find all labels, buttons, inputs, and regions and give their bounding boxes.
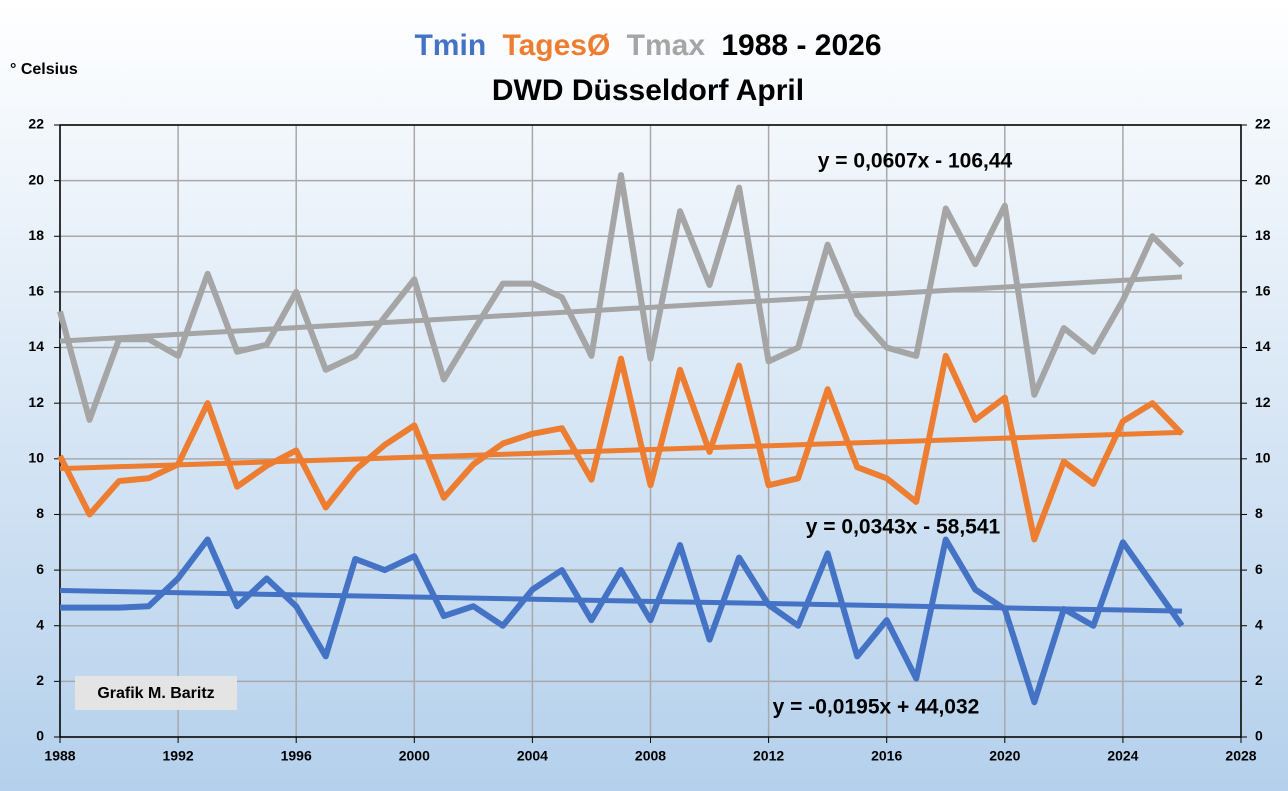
series-line — [57, 352, 1185, 543]
x-tick-label: 2008 — [635, 748, 666, 764]
y2-tick-label: 18 — [1255, 227, 1271, 243]
x-tick-label: 2028 — [1225, 748, 1256, 764]
y2-tick-label: 20 — [1255, 171, 1271, 187]
y-tick-label: 2 — [36, 672, 44, 688]
y2-tick-label: 12 — [1255, 394, 1271, 410]
x-tick-label: 1992 — [163, 748, 194, 764]
y2-tick-label: 8 — [1255, 505, 1263, 521]
x-tick-label: 2020 — [989, 748, 1020, 764]
y2-tick-label: 22 — [1255, 116, 1271, 132]
series-line — [57, 172, 1185, 423]
x-tick-label: 1988 — [44, 748, 75, 764]
x-tick-label: 2016 — [871, 748, 902, 764]
trend-line — [59, 429, 1183, 472]
plot-border — [59, 124, 1242, 738]
y-tick-label: 0 — [36, 728, 44, 744]
trend-label: y = -0,0195x + 44,032 — [773, 696, 980, 719]
y2-tick-label: 0 — [1255, 728, 1263, 744]
y-tick-label: 14 — [28, 338, 44, 354]
y2-tick-label: 4 — [1255, 616, 1263, 632]
y2-tick-label: 14 — [1255, 338, 1271, 354]
y2-tick-label: 16 — [1255, 283, 1271, 299]
y-tick-label: 4 — [36, 616, 44, 632]
series-line — [60, 536, 1185, 706]
trend-label: y = 0,0343x - 58,541 — [806, 516, 1001, 539]
x-tick-label: 2004 — [517, 748, 548, 764]
x-tick-label: 2024 — [1107, 748, 1138, 764]
trend-label: y = 0,0607x - 106,44 — [818, 150, 1013, 173]
y2-tick-label: 10 — [1255, 450, 1271, 466]
legend-entry: Tmin — [414, 29, 486, 62]
y-tick-label: 20 — [28, 171, 44, 187]
y2-tick-label: 6 — [1255, 561, 1263, 577]
y-tick-label: 12 — [28, 394, 44, 410]
annotation-box — [75, 676, 237, 710]
title-text: 1988 - 2026 — [721, 29, 881, 62]
y-axis-label: ° Celsius — [10, 61, 78, 78]
y-tick-label: 22 — [28, 116, 44, 132]
y-tick-label: 6 — [36, 561, 44, 577]
trend-line — [59, 274, 1183, 344]
y-tick-label: 8 — [36, 505, 44, 521]
x-tick-label: 2000 — [399, 748, 430, 764]
chart-title: Tmin TagesØ Tmax 1988 - 2026 — [414, 29, 881, 62]
y2-tick-label: 2 — [1255, 672, 1263, 688]
y-tick-label: 10 — [28, 450, 44, 466]
y-tick-label: 18 — [28, 227, 44, 243]
y-tick-label: 16 — [28, 283, 44, 299]
x-tick-label: 2012 — [753, 748, 784, 764]
legend-entry: Tmax — [627, 29, 706, 62]
x-tick-label: 1996 — [281, 748, 312, 764]
subtitle: DWD Düsseldorf April — [492, 74, 804, 107]
annotation: Grafik M. Baritz — [97, 685, 214, 702]
legend-entry: TagesØ — [503, 29, 611, 62]
